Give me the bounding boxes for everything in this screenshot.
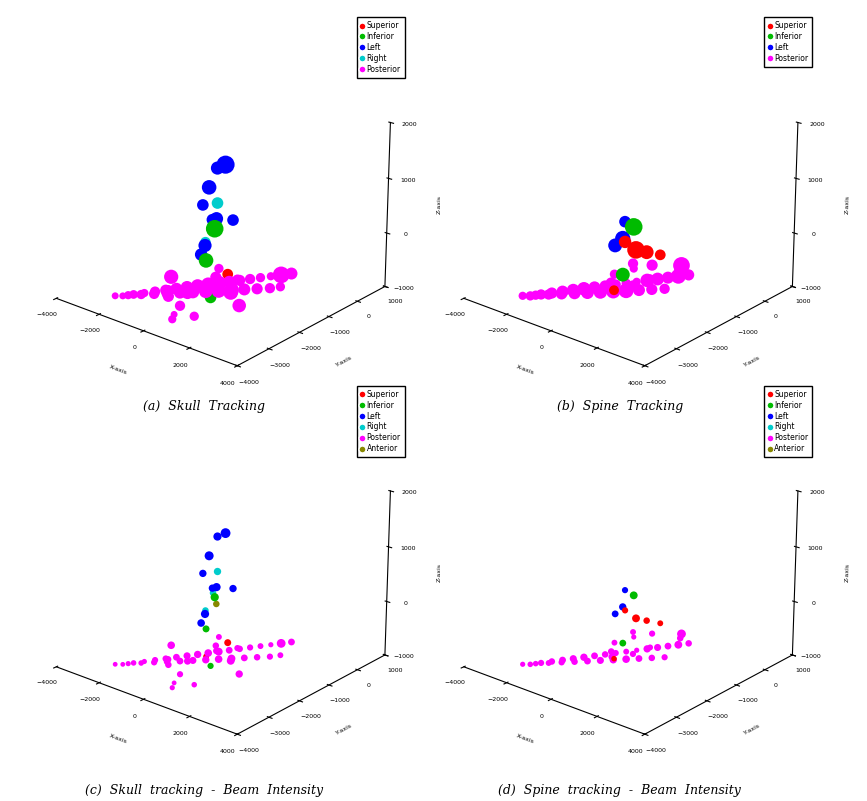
Legend: Superior, Inferior, Left, Right, Posterior: Superior, Inferior, Left, Right, Posteri… (356, 18, 405, 78)
X-axis label: X-axis: X-axis (516, 733, 535, 744)
X-axis label: X-axis: X-axis (108, 733, 127, 744)
Y-axis label: Y-axis: Y-axis (336, 355, 354, 368)
Y-axis label: Y-axis: Y-axis (743, 723, 761, 736)
Legend: Superior, Inferior, Left, Right, Posterior, Anterior: Superior, Inferior, Left, Right, Posteri… (764, 386, 812, 457)
Y-axis label: Y-axis: Y-axis (743, 355, 761, 368)
Text: (a)  Skull  Tracking: (a) Skull Tracking (143, 400, 264, 413)
Text: (d)  Spine  tracking  -  Beam  Intensity: (d) Spine tracking - Beam Intensity (499, 784, 741, 797)
X-axis label: X-axis: X-axis (516, 364, 535, 376)
Legend: Superior, Inferior, Left, Posterior: Superior, Inferior, Left, Posterior (764, 18, 812, 66)
X-axis label: X-axis: X-axis (108, 364, 127, 376)
Text: (c)  Skull  tracking  -  Beam  Intensity: (c) Skull tracking - Beam Intensity (85, 784, 323, 797)
Y-axis label: Y-axis: Y-axis (336, 723, 354, 736)
Legend: Superior, Inferior, Left, Right, Posterior, Anterior: Superior, Inferior, Left, Right, Posteri… (356, 386, 405, 457)
Text: (b)  Spine  Tracking: (b) Spine Tracking (557, 400, 683, 413)
